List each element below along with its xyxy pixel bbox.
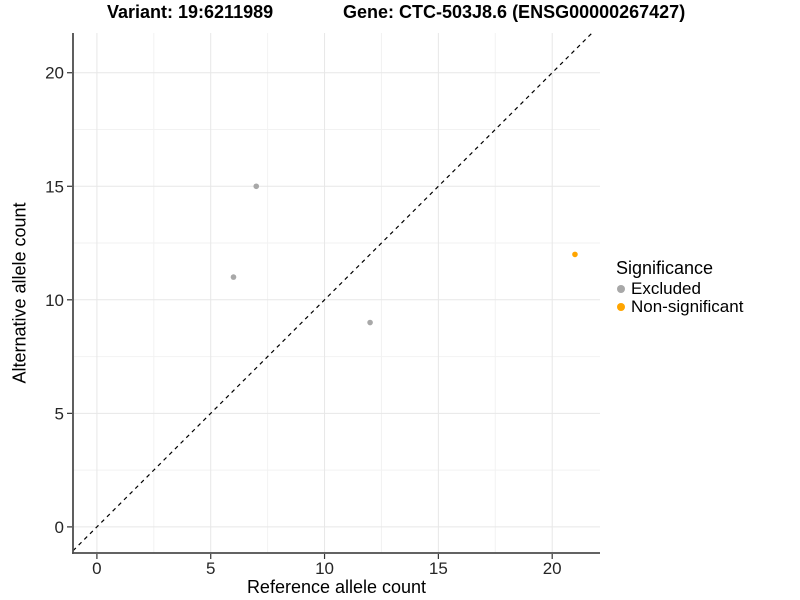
legend-item-excluded: Excluded — [616, 279, 743, 298]
y-tick-label: 15 — [45, 177, 64, 196]
y-axis-title: Alternative allele count — [9, 202, 30, 384]
identity-dashed-line — [72, 32, 593, 552]
x-tick-label: 10 — [315, 559, 334, 578]
x-tick-label: 0 — [92, 559, 101, 578]
x-axis-title: Reference allele count — [246, 577, 427, 597]
legend: Significance Excluded Non-significant — [616, 258, 743, 316]
data-point-excluded — [253, 183, 260, 190]
data-point-excluded — [367, 319, 373, 326]
y-tick-label: 0 — [55, 518, 64, 537]
x-tick-label: 20 — [543, 559, 562, 578]
legend-title: Significance — [616, 258, 714, 278]
variant-title: Variant: 19:6211989 — [107, 2, 274, 22]
data-point-non-significant — [572, 251, 578, 258]
y-tick-label: 10 — [45, 291, 64, 310]
legend-item-label: Excluded — [631, 279, 701, 298]
y-tick-label: 20 — [45, 64, 64, 83]
legend-item-label: Non-significant — [631, 297, 744, 316]
legend-dot-icon — [617, 285, 625, 293]
legend-items: Excluded Non-significant — [616, 279, 744, 316]
x-tick-label: 15 — [429, 559, 448, 578]
legend-item-non-significant: Non-significant — [616, 297, 744, 316]
y-tick-label: 5 — [55, 404, 64, 423]
x-tick-label: 5 — [206, 559, 215, 578]
gene-title: Gene: CTC-503J8.6 (ENSG00000267427) — [343, 2, 686, 22]
data-point-excluded — [230, 274, 237, 280]
legend-dot-icon — [617, 303, 625, 311]
